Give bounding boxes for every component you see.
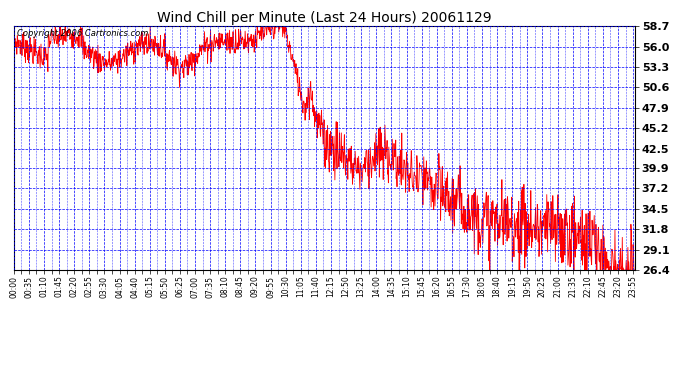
Text: Copyright 2006 Cartronics.com: Copyright 2006 Cartronics.com xyxy=(17,29,148,38)
Title: Wind Chill per Minute (Last 24 Hours) 20061129: Wind Chill per Minute (Last 24 Hours) 20… xyxy=(157,11,491,25)
